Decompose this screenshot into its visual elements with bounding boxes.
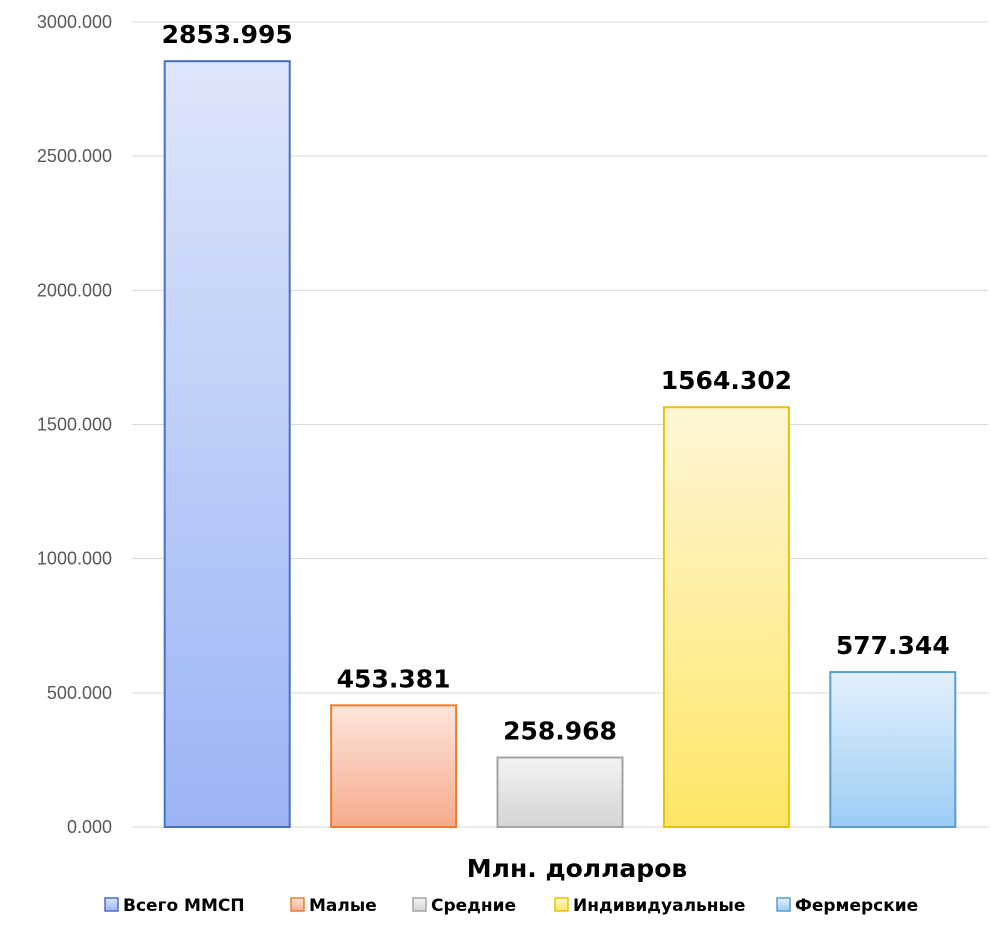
bar [662,406,790,828]
data-label: 453.381 [337,664,451,693]
legend: Всего ММСП Малые Средние Индивидуальные Ферм… [104,896,918,916]
data-label: 2853.995 [162,20,293,49]
y-tick-label: 500.000 [47,683,112,703]
legend-swatch [412,897,427,912]
y-tick-label: 1500.000 [37,415,112,435]
bars [163,60,957,829]
bar [163,60,291,829]
legend-label: Малые [309,896,377,916]
x-axis-title: Млн. долларов [467,854,687,883]
bar [496,756,624,828]
legend-label: Фермерские [795,896,918,916]
legend-swatch [776,897,791,912]
y-axis-ticks: 0.000 500.000 1000.000 1500.000 2000.000 2500… [37,12,112,837]
data-label: 1564.302 [661,366,792,395]
legend-label: Индивидуальные [573,896,745,916]
bar [829,671,957,828]
legend-swatch [290,897,305,912]
legend-label: Всего ММСП [123,896,245,916]
y-tick-label: 2500.000 [37,146,112,166]
bar [330,704,458,829]
legend-swatch [104,897,119,912]
legend-swatch [554,897,569,912]
legend-label: Средние [431,896,516,916]
data-labels: 2853.995 453.381 258.968 1564.302 577.344 [162,20,950,745]
data-label: 258.968 [503,717,617,746]
y-tick-label: 2000.000 [37,280,112,300]
y-tick-label: 0.000 [67,817,112,837]
y-tick-label: 1000.000 [37,549,112,569]
y-tick-label: 3000.000 [37,12,112,32]
data-label: 577.344 [836,631,950,660]
